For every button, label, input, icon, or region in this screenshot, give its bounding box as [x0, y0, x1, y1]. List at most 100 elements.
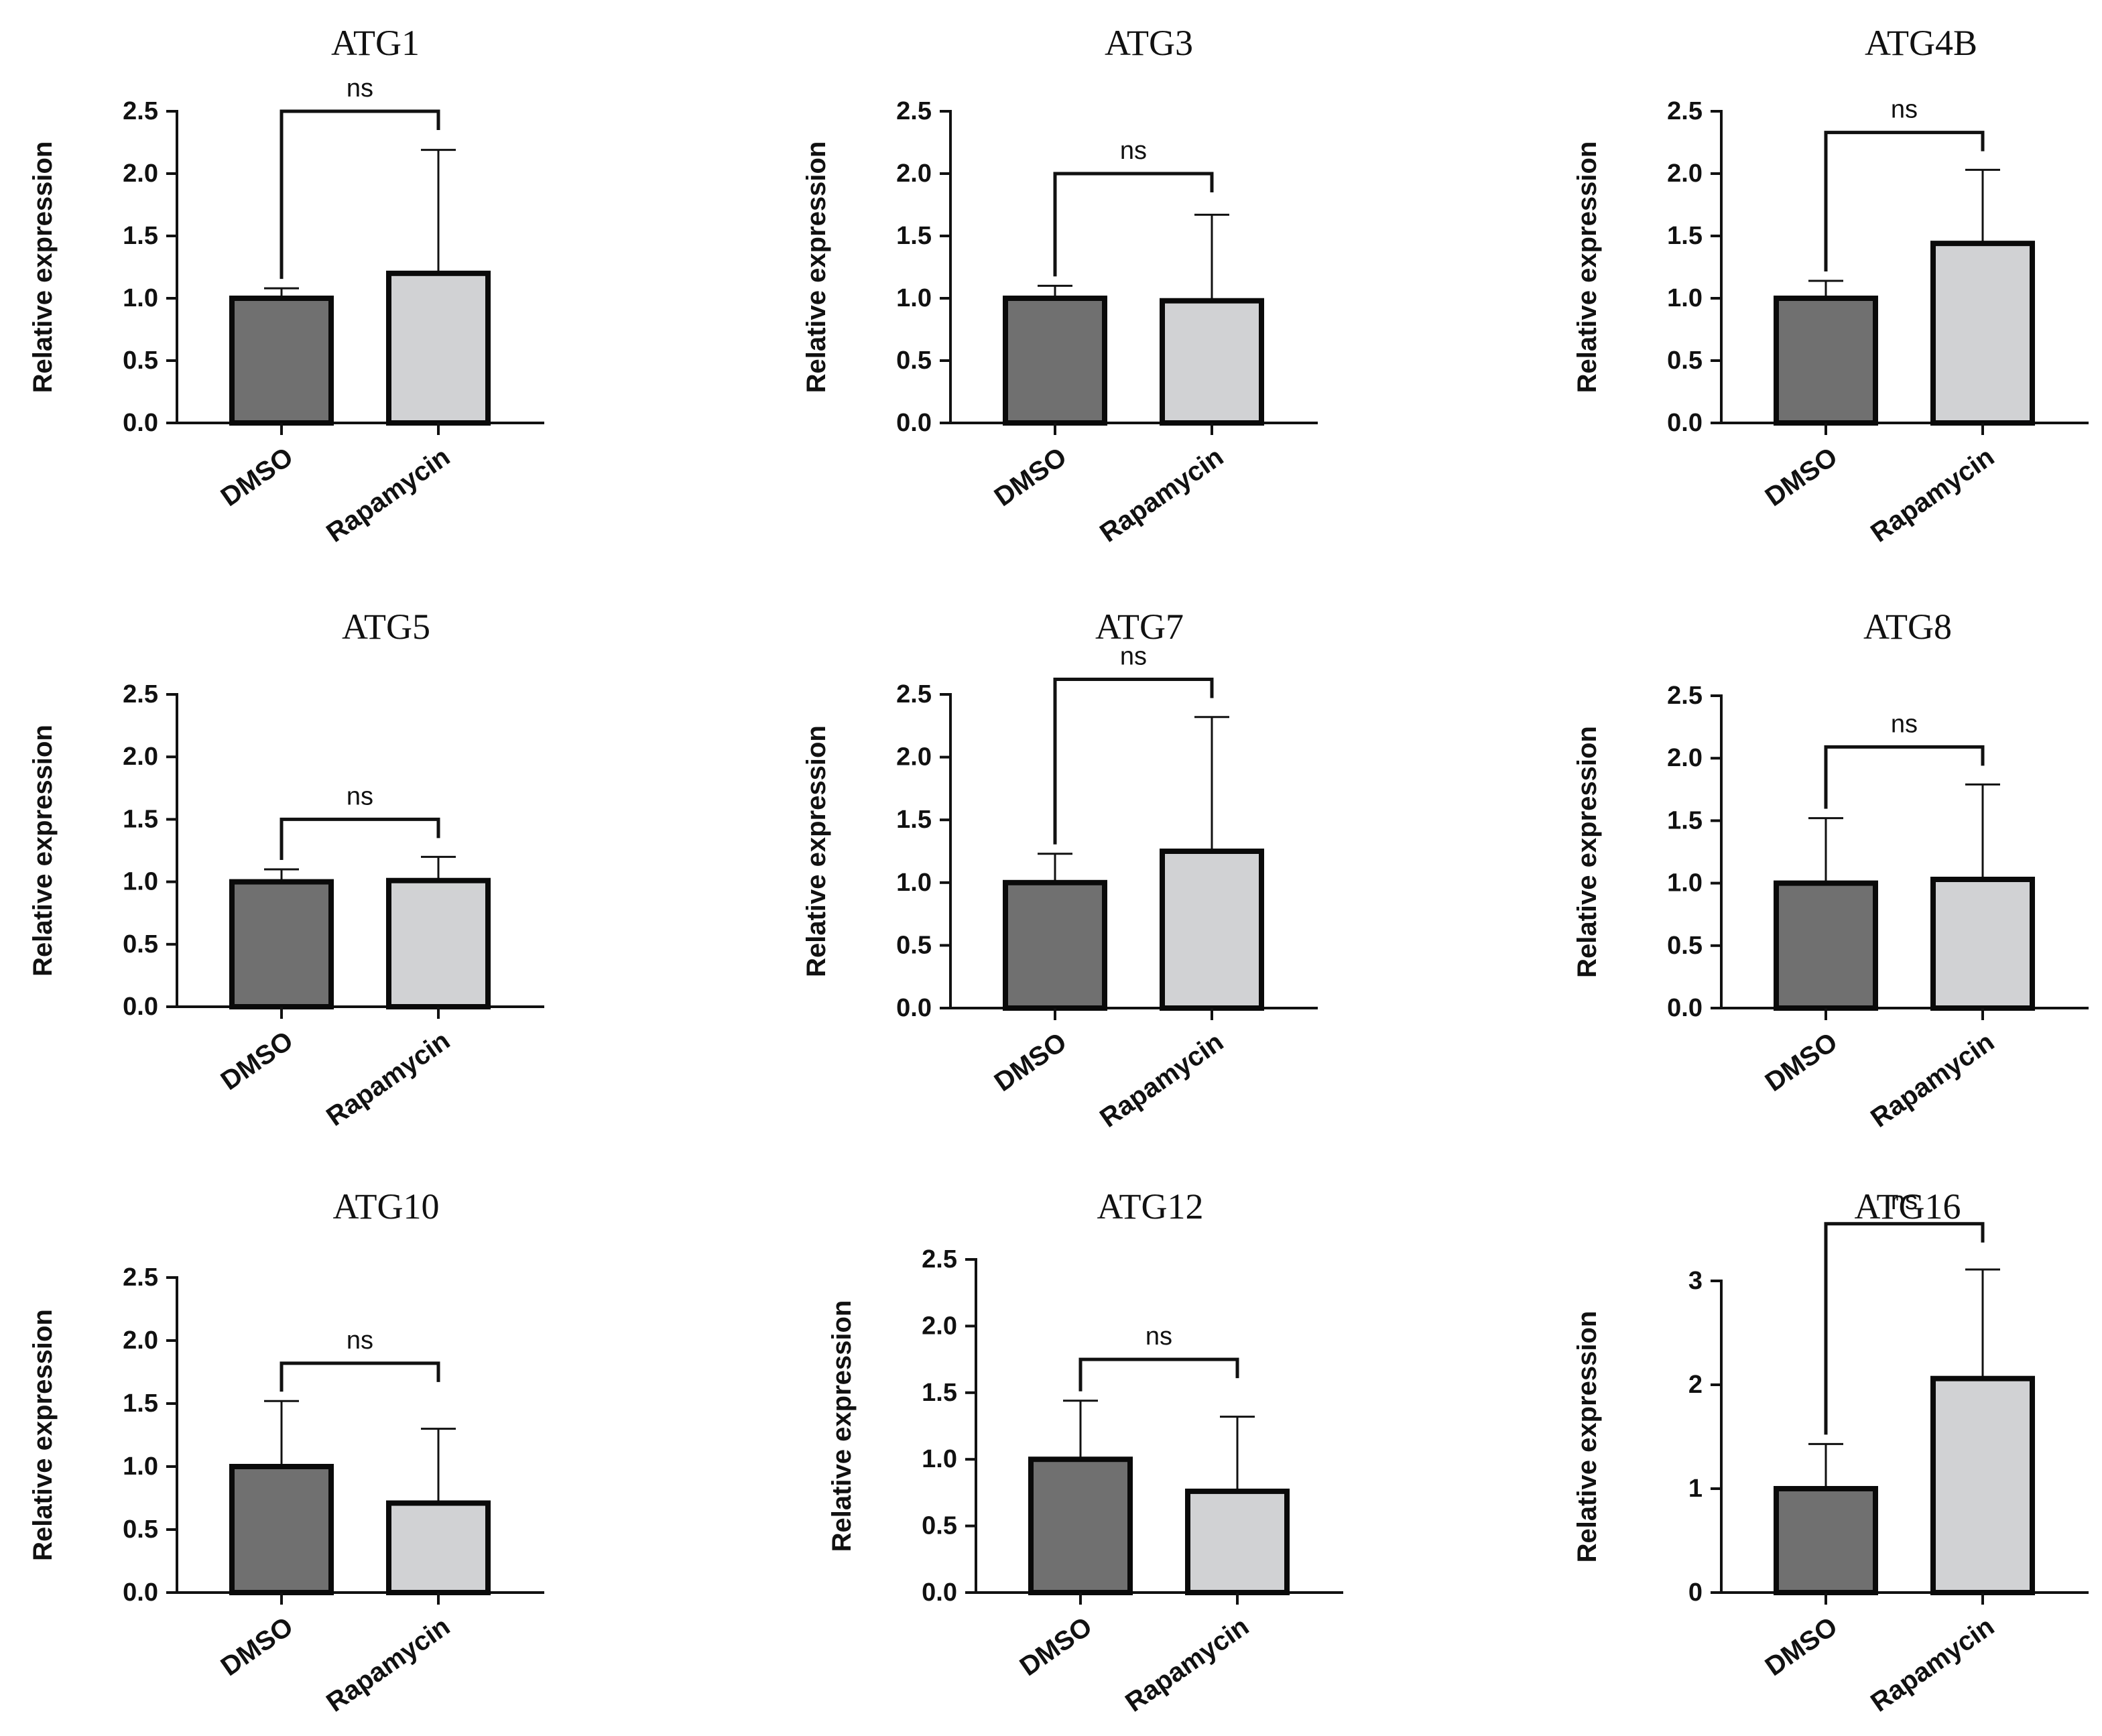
chart-title: ATG8 — [1863, 607, 1952, 647]
significance-label: ns — [347, 74, 373, 103]
x-category-label: Rapamycin — [1095, 1027, 1229, 1133]
y-tick-label: 2.0 — [1667, 744, 1703, 772]
y-tick-label: 0.0 — [896, 994, 932, 1022]
y-tick-label: 3 — [1688, 1267, 1703, 1295]
y-axis-label: Relative expression — [802, 141, 831, 393]
chart-title: ATG5 — [342, 607, 430, 647]
significance-bracket — [280, 817, 440, 860]
bar-rapamycin — [1160, 849, 1264, 1011]
y-tick-label: 0.5 — [896, 347, 932, 375]
x-category-label: Rapamycin — [1865, 442, 1999, 548]
y-tick-label: 2.0 — [123, 160, 158, 188]
bar-dmso — [1003, 296, 1107, 426]
bar-rapamycin — [1930, 877, 2035, 1011]
chart-title: ATG7 — [1095, 607, 1184, 647]
chart-panel-3: ATG4B 0.0 0.5 1.0 1.5 2.0 2.5 Relative expressi… — [1572, 23, 2089, 548]
chart-title: ATG3 — [1105, 23, 1193, 63]
bar-rapamycin — [1185, 1488, 1290, 1596]
x-category-label: Rapamycin — [1865, 1611, 1999, 1717]
y-tick-label: 2.0 — [896, 743, 932, 771]
bar-rapamycin — [386, 270, 491, 426]
y-tick-label: 0.5 — [922, 1512, 957, 1540]
bar-rapamycin — [386, 877, 491, 1009]
y-tick-label: 2 — [1688, 1371, 1703, 1399]
bar-dmso — [1774, 296, 1878, 426]
significance-bracket — [1053, 678, 1214, 845]
y-tick-label: 2.5 — [123, 97, 158, 125]
y-axis-label: Relative expression — [28, 141, 58, 393]
y-tick-label: 2.0 — [1667, 160, 1703, 188]
significance-label: ns — [347, 1326, 373, 1355]
y-tick-label: 0.5 — [123, 1515, 158, 1544]
significance-label: ns — [1891, 96, 1918, 124]
x-category-label: DMSO — [989, 1027, 1072, 1097]
significance-bracket — [1824, 745, 1985, 809]
significance-label: ns — [1891, 1187, 1918, 1215]
y-tick-label: 0.0 — [123, 409, 158, 437]
significance-label: ns — [1891, 710, 1918, 738]
y-tick-label: 0.5 — [896, 931, 932, 959]
y-tick-label: 2.5 — [1667, 97, 1703, 125]
y-tick-label: 0.0 — [1667, 409, 1703, 437]
bar-dmso — [229, 879, 334, 1009]
chart-title: ATG4B — [1865, 23, 1977, 63]
y-axis-label: Relative expression — [28, 1309, 58, 1561]
bar-dmso — [229, 296, 334, 426]
significance-bracket — [1824, 1222, 1985, 1435]
y-tick-label: 1.0 — [123, 1452, 158, 1481]
y-tick-label: 1.0 — [123, 868, 158, 896]
y-tick-label: 1.0 — [922, 1445, 957, 1473]
x-category-label: DMSO — [1015, 1611, 1098, 1682]
bar-dmso — [1028, 1456, 1133, 1595]
significance-label: ns — [1146, 1322, 1172, 1351]
x-category-label: Rapamycin — [1865, 1027, 1999, 1133]
chart-panel-2: ATG3 0.0 0.5 1.0 1.5 2.0 2.5 Relative expressio… — [802, 23, 1318, 548]
y-tick-label: 1.0 — [1667, 869, 1703, 897]
y-axis-label: Relative expression — [827, 1300, 857, 1552]
chart-panel-8: ATG12 0.0 0.5 1.0 1.5 2.0 2.5 Relative expressi… — [827, 1186, 1343, 1718]
y-tick-label: 1.0 — [896, 869, 932, 897]
x-category-label: DMSO — [216, 1026, 299, 1096]
y-tick-label: 2.5 — [896, 97, 932, 125]
y-axis-label: Relative expression — [28, 725, 58, 977]
y-tick-label: 1.5 — [123, 805, 158, 833]
x-category-label: DMSO — [1760, 442, 1843, 512]
significance-bracket — [1053, 172, 1214, 277]
y-tick-label: 0.0 — [922, 1578, 957, 1607]
y-axis-label: Relative expression — [1572, 141, 1602, 393]
y-tick-label: 0.0 — [123, 1578, 158, 1607]
significance-bracket — [280, 1361, 440, 1392]
y-tick-label: 0.0 — [896, 409, 932, 437]
y-tick-label: 2.0 — [922, 1312, 957, 1340]
y-tick-label: 1.5 — [123, 1389, 158, 1418]
y-tick-label: 1 — [1688, 1475, 1703, 1503]
significance-label: ns — [347, 782, 373, 810]
bar-dmso — [1774, 880, 1878, 1011]
x-category-label: DMSO — [1760, 1027, 1843, 1097]
x-category-label: Rapamycin — [321, 1026, 455, 1131]
chart-panel-6: ATG8 0.0 0.5 1.0 1.5 2.0 2.5 Relative expressio… — [1572, 607, 2089, 1133]
x-category-label: Rapamycin — [321, 1611, 455, 1717]
chart-title: ATG12 — [1097, 1186, 1204, 1227]
x-category-label: Rapamycin — [321, 442, 455, 548]
y-tick-label: 0.5 — [1667, 347, 1703, 375]
y-tick-label: 1.5 — [922, 1379, 957, 1407]
chart-panel-1: ATG1 0.0 0.5 1.0 1.5 2.0 2.5 Relative expressio… — [28, 23, 544, 548]
bar-rapamycin — [1930, 1375, 2035, 1595]
chart-title: ATG10 — [333, 1186, 440, 1227]
x-category-label: Rapamycin — [1095, 442, 1229, 548]
y-tick-label: 0.0 — [1667, 994, 1703, 1022]
x-category-label: DMSO — [216, 442, 299, 512]
bar-dmso — [229, 1464, 334, 1595]
y-tick-label: 2.5 — [896, 680, 932, 708]
x-category-label: DMSO — [989, 442, 1072, 512]
x-category-label: Rapamycin — [1120, 1611, 1254, 1717]
y-tick-label: 2.0 — [896, 160, 932, 188]
y-tick-label: 0.5 — [123, 930, 158, 958]
y-tick-label: 0.5 — [123, 347, 158, 375]
chart-title: ATG16 — [1855, 1186, 1961, 1227]
chart-panel-9: ATG16 0 1 2 3 Relative expression DMSO Rapamyci… — [1572, 1186, 2089, 1718]
significance-label: ns — [1120, 137, 1147, 165]
bar-dmso — [1003, 879, 1107, 1011]
